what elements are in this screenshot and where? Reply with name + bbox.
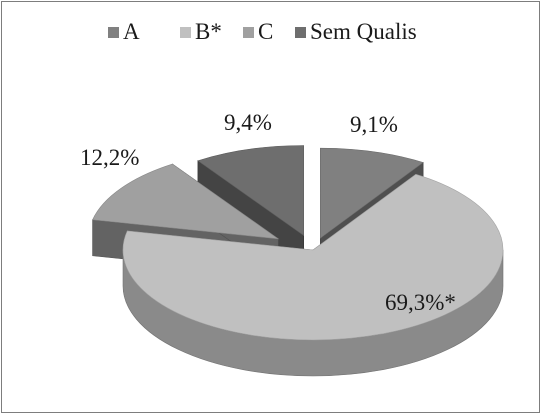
- data-label-sem-qualis: 9,4%: [224, 110, 272, 135]
- legend-swatch-b: [180, 27, 191, 38]
- slice-b: [122, 173, 504, 377]
- slice-top-a: [320, 147, 424, 239]
- legend-label-sem-qualis: Sem Qualis: [310, 19, 417, 44]
- legend-label-b: B*: [195, 19, 222, 44]
- slice-top-c: [92, 163, 280, 240]
- data-label-c: 12,2%: [80, 145, 139, 170]
- legend-label-c: C: [258, 19, 273, 44]
- legend-swatch-c: [243, 27, 254, 38]
- legend-swatch-a: [108, 27, 119, 38]
- legend-label-a: A: [123, 19, 140, 44]
- data-label-b: 69,3%*: [385, 290, 456, 315]
- slice-top-sem-qualis: [197, 145, 304, 237]
- slice-top-b: [122, 173, 504, 341]
- data-label-a: 9,1%: [350, 112, 398, 137]
- legend-swatch-sem-qualis: [295, 27, 306, 38]
